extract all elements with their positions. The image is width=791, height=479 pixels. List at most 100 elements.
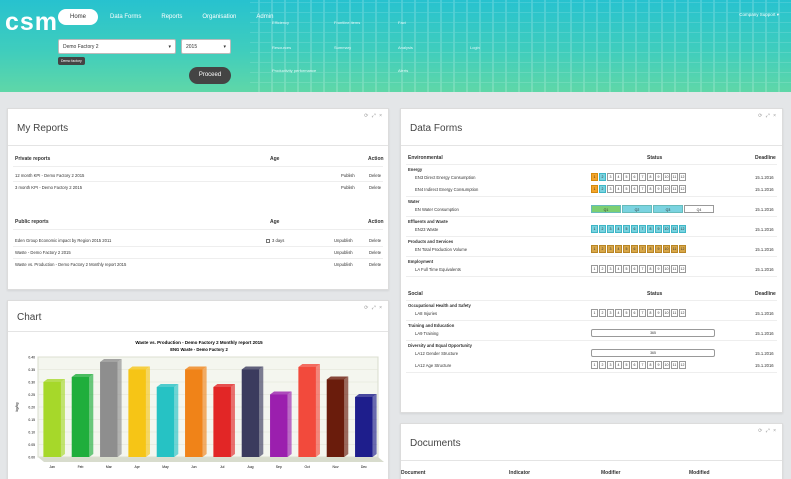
month-progress[interactable]: 1 2 3 4 5 6 7 8 9 10 11 12 xyxy=(591,185,686,193)
month-cell[interactable]: 5 xyxy=(623,265,630,273)
year-select[interactable]: 2015 ▾ xyxy=(181,39,231,54)
month-cell[interactable]: 1 xyxy=(591,245,598,253)
month-cell[interactable]: 3 xyxy=(607,361,614,369)
form-link[interactable]: LA12 Age Structure xyxy=(415,363,452,368)
month-cell[interactable]: 12 xyxy=(679,245,686,253)
month-cell[interactable]: 4 xyxy=(615,185,622,193)
month-cell[interactable]: 5 xyxy=(623,245,630,253)
month-cell[interactable]: 3 xyxy=(607,225,614,233)
month-cell[interactable]: 10 xyxy=(663,245,670,253)
month-cell[interactable]: 8 xyxy=(647,361,654,369)
unpublish-link[interactable]: Unpublish xyxy=(334,250,353,255)
delete-link[interactable]: Delete xyxy=(369,173,382,178)
month-cell[interactable]: 9 xyxy=(655,225,662,233)
month-cell[interactable]: 6 xyxy=(631,225,638,233)
month-cell[interactable]: 9 xyxy=(655,309,662,317)
nav-home[interactable]: Home xyxy=(58,9,99,25)
month-cell[interactable]: 10 xyxy=(663,173,670,181)
month-cell[interactable]: 11 xyxy=(671,309,678,317)
publish-link[interactable]: Publish xyxy=(341,173,355,178)
month-cell[interactable]: 3 xyxy=(607,265,614,273)
month-cell[interactable]: 2 xyxy=(599,173,606,181)
month-progress[interactable]: 1 2 3 4 5 6 7 8 9 10 11 12 xyxy=(591,225,686,233)
month-cell[interactable]: 5 xyxy=(623,173,630,181)
header-link[interactable]: Summary xyxy=(334,45,352,50)
month-cell[interactable]: 3 xyxy=(607,309,614,317)
form-link[interactable]: EN23 Waste xyxy=(415,227,439,232)
form-link[interactable]: LA9 Training xyxy=(415,331,439,336)
month-cell[interactable]: 1 xyxy=(591,173,598,181)
month-cell[interactable]: 2 xyxy=(599,245,606,253)
month-cell[interactable]: 10 xyxy=(663,309,670,317)
month-cell[interactable]: 11 xyxy=(671,173,678,181)
delete-link[interactable]: Delete xyxy=(369,262,382,267)
panel-tools[interactable]: ⟳ ⤢ × xyxy=(758,113,777,119)
month-cell[interactable]: 8 xyxy=(647,185,654,193)
month-cell[interactable]: 10 xyxy=(663,185,670,193)
header-link[interactable]: Alerts xyxy=(398,68,409,73)
month-cell[interactable]: 8 xyxy=(647,245,654,253)
user-menu[interactable]: Company Support ▾ xyxy=(739,12,779,17)
form-link[interactable]: EN Total Production Volume xyxy=(415,247,468,252)
month-cell[interactable]: 9 xyxy=(655,185,662,193)
entity-select[interactable]: Demo Factory 2 ▾ xyxy=(58,39,176,54)
header-link[interactable]: Productivity performance xyxy=(272,68,317,73)
month-cell[interactable]: 4 xyxy=(615,173,622,181)
month-cell[interactable]: 1 xyxy=(591,309,598,317)
checkbox-icon[interactable] xyxy=(266,238,270,243)
month-cell[interactable]: 6 xyxy=(631,309,638,317)
quarter-cell[interactable]: Q3 xyxy=(653,205,683,213)
panel-tools[interactable]: ⟳ ⤢ × xyxy=(758,428,777,434)
report-link[interactable]: 12 month KPI - Demo Factory 2 2015 xyxy=(15,173,85,178)
form-link[interactable]: EN3 Direct Energy Consumption xyxy=(415,175,476,180)
month-progress[interactable]: 1 2 3 4 5 6 7 8 9 10 11 12 xyxy=(591,361,686,369)
app-logo[interactable]: csm xyxy=(5,8,59,36)
month-cell[interactable]: 7 xyxy=(639,185,646,193)
report-link[interactable]: Waste vs. Production - Demo Factory 2 Mo… xyxy=(15,262,127,267)
month-cell[interactable]: 3 xyxy=(607,185,614,193)
panel-tools[interactable]: ⟳ ⤢ × xyxy=(364,305,383,311)
month-cell[interactable]: 10 xyxy=(663,265,670,273)
month-cell[interactable]: 5 xyxy=(623,361,630,369)
month-cell[interactable]: 6 xyxy=(631,173,638,181)
month-cell[interactable]: 10 xyxy=(663,225,670,233)
form-link[interactable]: EN4 Indirect Energy Consumption xyxy=(415,187,479,192)
month-cell[interactable]: 6 xyxy=(631,361,638,369)
unpublish-link[interactable]: Unpublish xyxy=(334,262,353,267)
month-cell[interactable]: 1 xyxy=(591,225,598,233)
month-cell[interactable]: 6 xyxy=(631,265,638,273)
month-cell[interactable]: 9 xyxy=(655,245,662,253)
month-cell[interactable]: 11 xyxy=(671,265,678,273)
nav-admin[interactable]: Admin xyxy=(256,14,274,20)
month-cell[interactable]: 4 xyxy=(615,225,622,233)
report-link[interactable]: 3 month KPI - Demo Factory 2 2015 xyxy=(15,185,83,190)
month-cell[interactable]: 2 xyxy=(599,265,606,273)
month-cell[interactable]: 1 xyxy=(591,361,598,369)
month-cell[interactable]: 11 xyxy=(671,185,678,193)
month-cell[interactable]: 4 xyxy=(615,361,622,369)
month-cell[interactable]: 1 xyxy=(591,265,598,273)
month-cell[interactable]: 2 xyxy=(599,185,606,193)
year-cell[interactable]: 365 xyxy=(591,349,715,357)
proceed-button[interactable]: Proceed xyxy=(189,67,231,84)
publish-link[interactable]: Publish xyxy=(341,185,355,190)
month-cell[interactable]: 7 xyxy=(639,361,646,369)
header-link[interactable]: Frontline items xyxy=(334,20,361,25)
panel-tools[interactable]: ⟳ ⤢ × xyxy=(364,113,383,119)
header-link[interactable]: Efficiency xyxy=(272,20,290,25)
month-cell[interactable]: 7 xyxy=(639,309,646,317)
month-cell[interactable]: 4 xyxy=(615,245,622,253)
form-link[interactable]: LA8 Injuries xyxy=(415,311,438,316)
month-cell[interactable]: 2 xyxy=(599,361,606,369)
header-link[interactable]: Login xyxy=(470,45,480,50)
nav-reports[interactable]: Reports xyxy=(161,14,183,20)
form-link[interactable]: LA Full Time Equivalents xyxy=(415,267,461,272)
month-cell[interactable]: 12 xyxy=(679,185,686,193)
quarter-cell[interactable]: Q4 xyxy=(684,205,714,213)
month-cell[interactable]: 9 xyxy=(655,361,662,369)
month-progress[interactable]: 1 2 3 4 5 6 7 8 9 10 11 12 xyxy=(591,173,686,181)
month-cell[interactable]: 11 xyxy=(671,225,678,233)
month-cell[interactable]: 7 xyxy=(639,173,646,181)
month-cell[interactable]: 7 xyxy=(639,225,646,233)
month-cell[interactable]: 5 xyxy=(623,309,630,317)
